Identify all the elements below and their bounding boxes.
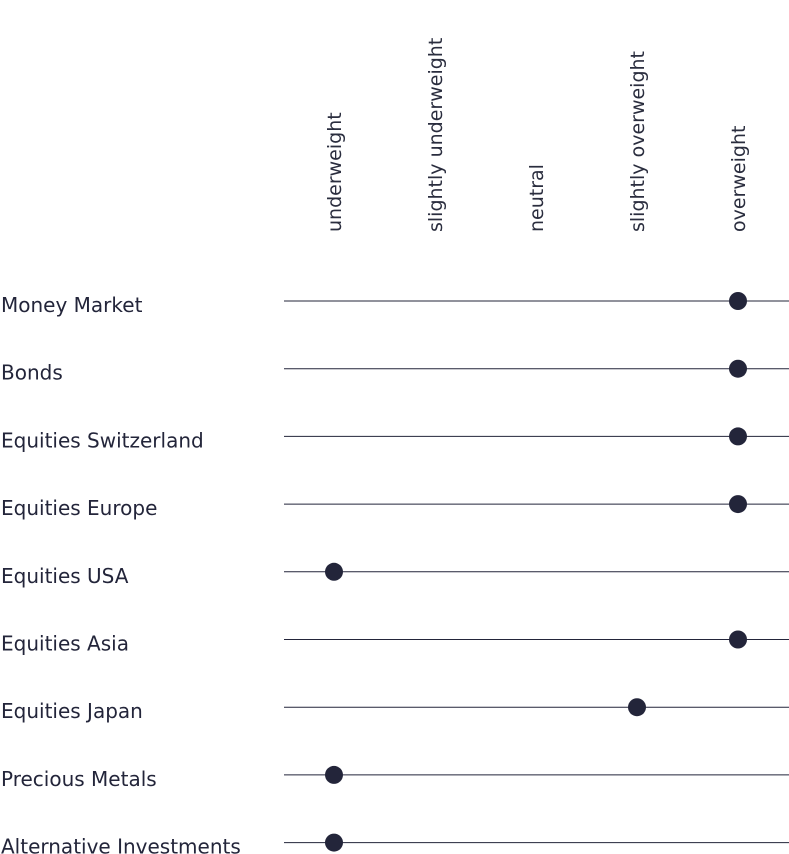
position-marker (729, 292, 747, 310)
position-marker (325, 765, 343, 784)
category-label: Bonds (1, 361, 63, 385)
category-label: Alternative Investments (1, 835, 241, 854)
level-label: slightly underweight (425, 38, 447, 232)
position-marker (729, 359, 747, 378)
category-label: Equities Japan (1, 699, 143, 723)
position-marker (729, 427, 747, 446)
position-marker (628, 698, 646, 717)
category-label: Equities Europe (1, 496, 157, 520)
position-marker (729, 630, 747, 649)
column-labels: underweight slightly underweight neutral sl… (324, 38, 750, 232)
category-label: Equities Switzerland (1, 428, 204, 452)
category-label: Precious Metals (1, 767, 157, 791)
level-label: underweight (324, 112, 346, 232)
level-label: neutral (526, 164, 548, 232)
category-label: Equities USA (1, 564, 129, 588)
position-marker (325, 562, 343, 581)
position-marker (729, 495, 747, 514)
level-label: slightly overweight (627, 51, 649, 232)
level-label: overweight (728, 126, 750, 232)
category-label: Money Market (1, 293, 143, 317)
position-marker (325, 833, 343, 852)
category-label: Equities Asia (1, 632, 129, 656)
chart-rows: Money Market Bonds Equities Switzerland Equ… (1, 292, 789, 854)
